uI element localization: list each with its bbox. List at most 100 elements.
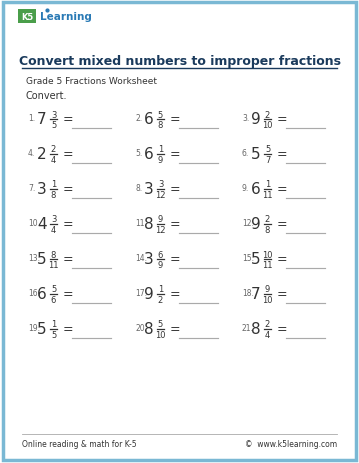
Text: =: =	[63, 218, 74, 231]
Text: 5: 5	[37, 322, 47, 337]
Text: 9: 9	[144, 287, 154, 302]
Text: 10: 10	[262, 121, 273, 130]
Text: 8: 8	[158, 121, 163, 130]
Text: 4.: 4.	[28, 149, 35, 158]
Text: 6: 6	[158, 250, 163, 259]
Text: 16.: 16.	[28, 288, 40, 297]
Text: Grade 5 Fractions Worksheet: Grade 5 Fractions Worksheet	[26, 77, 157, 86]
Text: 5: 5	[158, 320, 163, 329]
Text: 19.: 19.	[28, 323, 40, 332]
Text: 1: 1	[158, 145, 163, 154]
Text: 8: 8	[51, 191, 56, 200]
Text: =: =	[63, 183, 74, 196]
Text: 18.: 18.	[242, 288, 254, 297]
Text: 8: 8	[51, 250, 56, 259]
Text: Online reading & math for K-5: Online reading & math for K-5	[22, 439, 137, 448]
Text: 3: 3	[51, 110, 56, 119]
Text: 5: 5	[51, 285, 56, 294]
Text: =: =	[277, 113, 288, 126]
Text: 7: 7	[265, 156, 270, 165]
Text: 10: 10	[262, 295, 273, 304]
Text: 4: 4	[265, 330, 270, 339]
Text: 8: 8	[144, 322, 154, 337]
Text: 2: 2	[158, 295, 163, 304]
Text: 7: 7	[251, 287, 261, 302]
Text: 11: 11	[48, 260, 59, 269]
Text: =: =	[277, 253, 288, 266]
Text: ©  www.k5learning.com: © www.k5learning.com	[245, 439, 337, 448]
Text: Learning: Learning	[40, 12, 92, 22]
Text: 9: 9	[158, 156, 163, 165]
Text: 2.: 2.	[135, 114, 142, 123]
Text: 1: 1	[158, 285, 163, 294]
Text: Convert mixed numbers to improper fractions: Convert mixed numbers to improper fracti…	[19, 56, 341, 69]
Text: 9: 9	[251, 217, 261, 232]
Text: 3: 3	[51, 215, 56, 224]
Text: 5: 5	[51, 330, 56, 339]
Text: 12: 12	[155, 225, 166, 234]
Text: =: =	[170, 288, 181, 301]
Text: =: =	[63, 113, 74, 126]
Text: 2: 2	[37, 147, 47, 162]
Text: 3.: 3.	[242, 114, 249, 123]
Text: =: =	[277, 288, 288, 301]
Text: 3: 3	[37, 182, 47, 197]
Text: =: =	[277, 218, 288, 231]
Text: 8: 8	[265, 225, 270, 234]
Text: 11: 11	[262, 191, 273, 200]
Text: Convert.: Convert.	[26, 91, 67, 101]
Text: 15.: 15.	[242, 253, 254, 263]
Text: 5.: 5.	[135, 149, 142, 158]
Text: 1: 1	[51, 320, 56, 329]
Text: 6: 6	[144, 147, 154, 162]
Text: =: =	[63, 288, 74, 301]
Text: 20.: 20.	[135, 323, 147, 332]
Text: 3: 3	[144, 252, 154, 267]
Text: 10: 10	[262, 250, 273, 259]
Text: K5: K5	[21, 13, 33, 21]
Text: =: =	[63, 323, 74, 336]
Text: 1: 1	[51, 180, 56, 189]
Text: =: =	[277, 183, 288, 196]
Text: =: =	[170, 253, 181, 266]
Text: 5: 5	[158, 110, 163, 119]
Text: 5: 5	[251, 147, 261, 162]
Text: =: =	[63, 148, 74, 161]
Text: 14.: 14.	[135, 253, 147, 263]
Text: 2: 2	[265, 320, 270, 329]
Text: 2: 2	[51, 145, 56, 154]
Text: 7.: 7.	[28, 184, 35, 193]
Text: =: =	[277, 323, 288, 336]
Text: =: =	[170, 218, 181, 231]
Text: 8: 8	[144, 217, 154, 232]
Text: 1.: 1.	[28, 114, 35, 123]
Text: 1: 1	[265, 180, 270, 189]
Text: 5: 5	[51, 121, 56, 130]
Text: =: =	[170, 183, 181, 196]
Text: =: =	[170, 323, 181, 336]
Text: 4: 4	[51, 156, 56, 165]
Text: 9: 9	[158, 215, 163, 224]
Text: 9: 9	[158, 260, 163, 269]
Text: =: =	[170, 113, 181, 126]
Text: 8.: 8.	[135, 184, 142, 193]
Text: 4: 4	[51, 225, 56, 234]
Text: 12.: 12.	[242, 219, 254, 227]
Text: 21.: 21.	[242, 323, 254, 332]
Text: 9.: 9.	[242, 184, 249, 193]
Text: 9: 9	[265, 285, 270, 294]
Text: 5: 5	[265, 145, 270, 154]
Text: 9: 9	[251, 112, 261, 127]
Text: 10: 10	[155, 330, 166, 339]
Text: 5: 5	[251, 252, 261, 267]
Text: 6: 6	[144, 112, 154, 127]
Text: 5: 5	[37, 252, 47, 267]
Text: 17.: 17.	[135, 288, 147, 297]
Text: 2: 2	[265, 215, 270, 224]
Text: =: =	[170, 148, 181, 161]
Text: 11: 11	[262, 260, 273, 269]
Text: 4: 4	[37, 217, 47, 232]
Bar	[18, 10, 36, 24]
Text: =: =	[63, 253, 74, 266]
Text: =: =	[277, 148, 288, 161]
